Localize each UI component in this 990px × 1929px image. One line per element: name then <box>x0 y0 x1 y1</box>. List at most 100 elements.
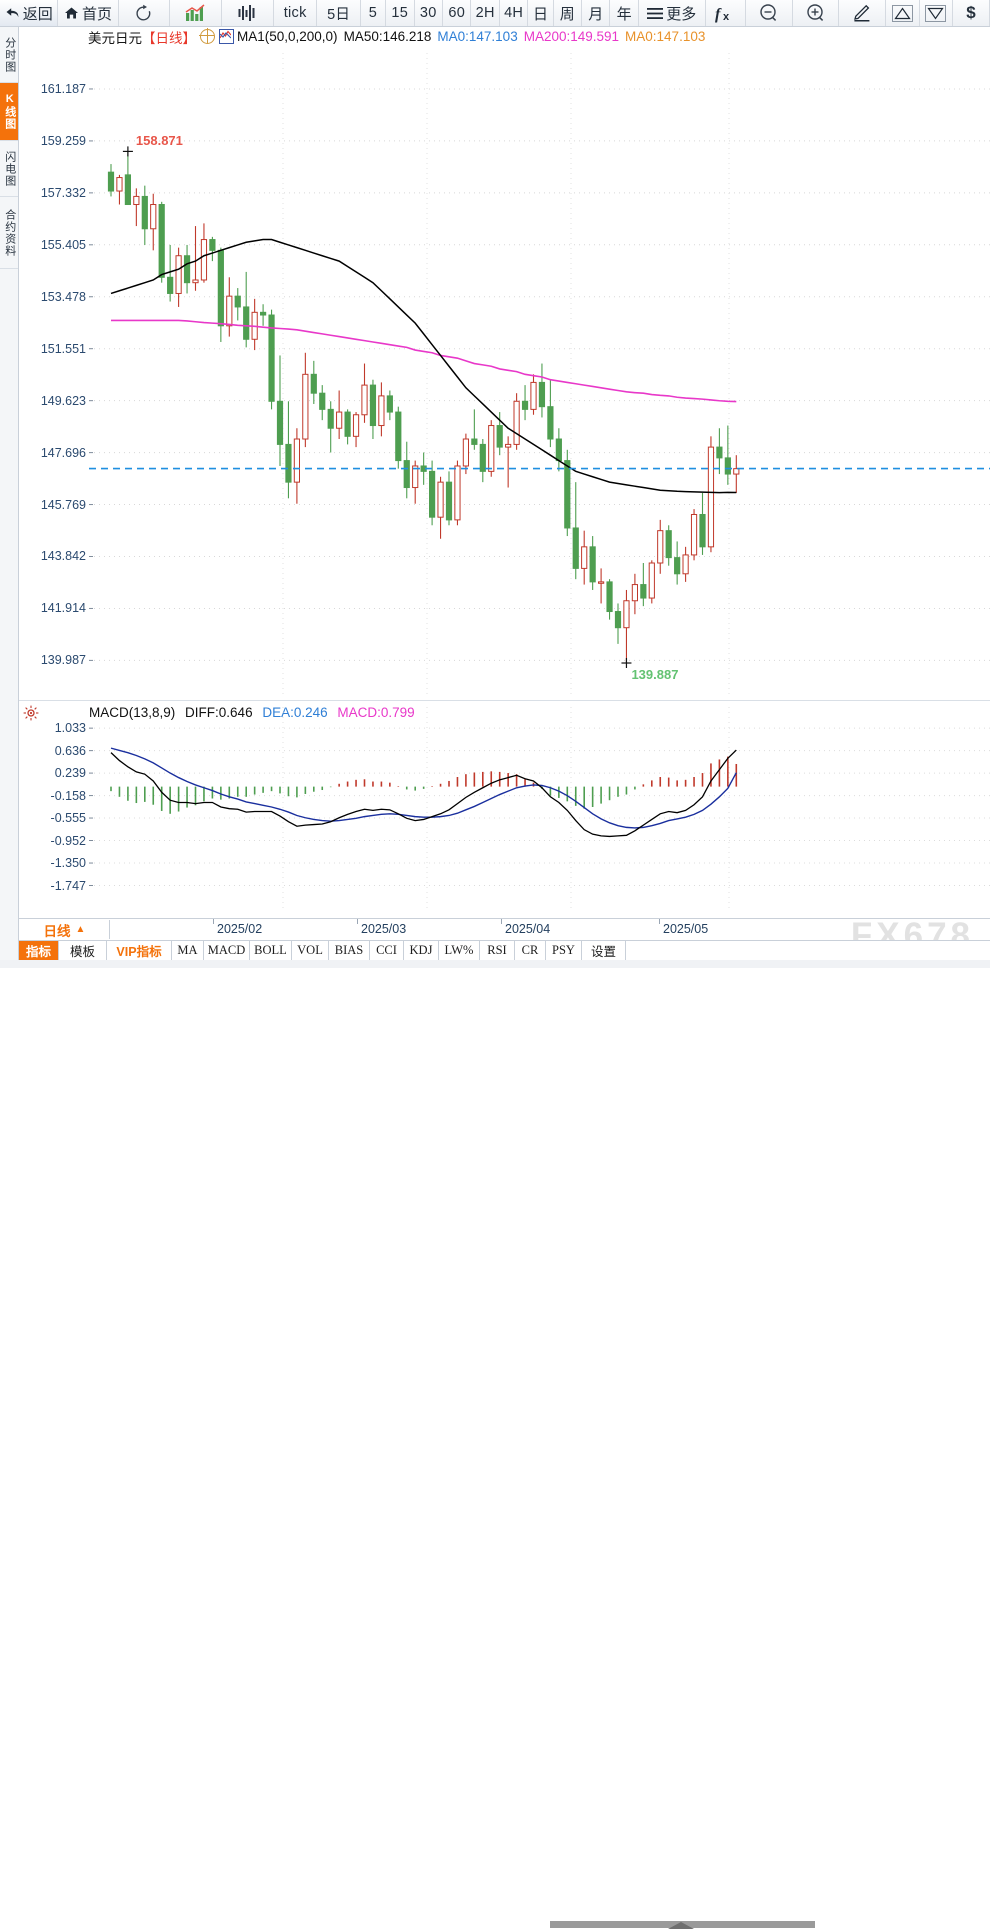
toolbar-item-label: 月 <box>588 5 604 23</box>
toolbar-item-label: 2H <box>475 5 495 21</box>
tab-indicator[interactable]: 指标 <box>19 941 59 960</box>
price-axis-tick-label: 149.623 <box>40 393 86 408</box>
toolbar-item-year[interactable]: 年 <box>610 0 639 26</box>
ma0-blue-value: MA0:147.103 <box>437 29 518 44</box>
price-axis-tick-label: 153.478 <box>40 289 86 304</box>
toolbar-item-tick[interactable]: tick <box>273 0 318 26</box>
tab-kdj[interactable]: KDJ <box>404 941 439 960</box>
macd-axis-tick-label: -0.555 <box>50 811 86 826</box>
zoom-in-button[interactable] <box>792 0 840 26</box>
svg-text:f: f <box>715 6 722 23</box>
low-annotation: 139.887 <box>631 667 679 682</box>
price-axis-tick-label: 157.332 <box>40 185 86 200</box>
tab-cr[interactable]: CR <box>515 941 546 960</box>
pencil-icon <box>852 3 872 23</box>
tab-template[interactable]: 模板 <box>59 941 107 960</box>
toolbar-item-label: 30 <box>419 5 437 21</box>
chart-type-button[interactable] <box>170 0 223 26</box>
tab-cci[interactable]: CCI <box>370 941 404 960</box>
toolbar-item-label: 日 <box>532 5 548 23</box>
home-icon <box>64 6 79 20</box>
tab-settings[interactable]: 设置 <box>582 941 626 960</box>
tab-vol[interactable]: VOL <box>292 941 329 960</box>
toolbar-item-label: 年 <box>616 5 632 23</box>
volume-button[interactable] <box>222 0 274 26</box>
macd-pane[interactable]: MACD(13,8,9) DIFF:0.646 DEA:0.246 MACD:0… <box>19 700 990 919</box>
volume-bars-icon <box>237 4 258 22</box>
sidebar-item-label: K线图 <box>3 93 16 130</box>
toolbar-item-label: 60 <box>448 5 466 21</box>
toolbar-item-week[interactable]: 周 <box>553 0 582 26</box>
macd-header-legend: MACD(13,8,9) DIFF:0.646 DEA:0.246 MACD:0… <box>89 705 415 720</box>
price-axis-tick-label: 143.842 <box>40 549 86 564</box>
triangle-up-button[interactable] <box>886 0 920 26</box>
toolbar-item-15min[interactable]: 15 <box>386 0 415 26</box>
hamburger-icon <box>647 7 664 20</box>
toolbar-item-60min[interactable]: 60 <box>442 0 472 26</box>
formula-button[interactable]: f x <box>705 0 746 26</box>
toolbar-item-month[interactable]: 月 <box>581 0 611 26</box>
tab-bias[interactable]: BIAS <box>329 941 370 960</box>
price-plot-area[interactable]: 158.871 139.887 <box>89 27 990 700</box>
fx-icon: f x <box>714 4 736 23</box>
back-button[interactable]: 返回 <box>0 0 59 26</box>
sidebar-item-contract-info[interactable]: 合约资料 <box>0 197 18 269</box>
sidebar-item-lightning-chart[interactable]: 闪电图 <box>0 141 18 197</box>
zoom-out-button[interactable] <box>745 0 793 26</box>
tab-lw[interactable]: LW% <box>439 941 480 960</box>
more-button[interactable]: 更多 <box>638 0 706 26</box>
price-axis-tick-label: 151.551 <box>40 341 86 356</box>
tab-rsi[interactable]: RSI <box>480 941 515 960</box>
tab-psy[interactable]: PSY <box>546 941 582 960</box>
toolbar-item-5min[interactable]: 5 <box>360 0 387 26</box>
triangle-down-icon <box>925 4 947 22</box>
macd-plot-area[interactable] <box>89 701 990 919</box>
tab-macd[interactable]: MACD <box>204 941 250 960</box>
currency-button[interactable]: $ <box>953 0 990 26</box>
price-axis-tick-label: 161.187 <box>40 81 86 96</box>
refresh-icon <box>134 4 153 23</box>
price-axis-tick-label: 139.987 <box>40 653 86 668</box>
cycle-icon[interactable] <box>199 28 215 44</box>
toolbar-item-day[interactable]: 日 <box>528 0 554 26</box>
horizontal-scrollbar[interactable] <box>0 960 990 1929</box>
toolbar-item-label: tick <box>283 5 307 21</box>
indicator-icon[interactable] <box>219 29 234 44</box>
macd-diff-value: DIFF:0.646 <box>185 705 253 720</box>
high-annotation: 158.871 <box>135 133 183 149</box>
price-axis-tick-label: 141.914 <box>40 601 86 616</box>
toolbar-item-4hour[interactable]: 4H <box>499 0 529 26</box>
settings-sun-icon[interactable] <box>23 705 39 721</box>
toolbar-item-2hour[interactable]: 2H <box>471 0 500 26</box>
symbol-label: 美元日元 <box>88 30 142 46</box>
sidebar-item-timeshare-chart[interactable]: 分时图 <box>0 27 18 83</box>
tab-vip-indicator[interactable]: VIP指标 <box>107 941 172 960</box>
sidebar-item-label: 合约资料 <box>3 208 16 257</box>
macd-dea-value: DEA:0.246 <box>262 705 328 720</box>
macd-axis-tick-label: -0.158 <box>50 788 86 803</box>
chart-header-legend: 美元日元 【日线】 MA1(50,0,200,0) MA50:146.218 M… <box>88 28 706 46</box>
x-axis-tick <box>659 919 660 924</box>
sidebar-item-kline-chart[interactable]: K线图 <box>0 83 18 141</box>
triangle-down-button[interactable] <box>919 0 954 26</box>
price-axis-tick-label: 145.769 <box>40 497 86 512</box>
refresh-button[interactable] <box>118 0 171 26</box>
period-selector[interactable]: 日线 ▲ <box>20 920 110 939</box>
back-arrow-icon <box>5 6 20 20</box>
indicator-tabbar: 指标 模板 VIP指标 MA MACD BOLL VOL BIAS CCI KDJ LW% RSI CR… <box>19 940 990 960</box>
macd-axis-tick-label: 1.033 <box>54 721 86 736</box>
price-chart-pane[interactable]: 美元日元 【日线】 MA1(50,0,200,0) MA50:146.218 M… <box>19 27 990 700</box>
tab-boll[interactable]: BOLL <box>250 941 292 960</box>
scroll-up-arrow-icon[interactable] <box>668 1922 694 1929</box>
home-button[interactable]: 首页 <box>58 0 119 26</box>
ma200-value: MA200:149.591 <box>523 29 620 44</box>
x-axis-tick-label: 2025/03 <box>361 922 407 936</box>
toolbar-item-5day[interactable]: 5日 <box>317 0 361 26</box>
zoom-out-icon <box>759 3 779 23</box>
ma0-orange-value: MA0:147.103 <box>625 29 706 44</box>
tab-ma[interactable]: MA <box>172 941 204 960</box>
draw-button[interactable] <box>839 0 887 26</box>
toolbar-item-30min[interactable]: 30 <box>414 0 443 26</box>
bar-chart-icon <box>185 4 206 22</box>
more-label: 更多 <box>666 5 697 23</box>
